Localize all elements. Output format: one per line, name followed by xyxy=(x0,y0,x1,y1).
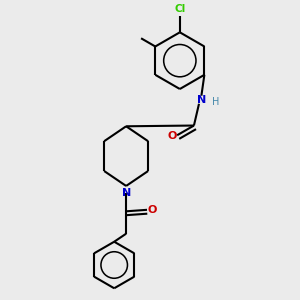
Text: O: O xyxy=(148,205,157,215)
Text: N: N xyxy=(122,188,131,198)
Text: N: N xyxy=(197,95,206,105)
Text: O: O xyxy=(167,131,176,141)
Text: H: H xyxy=(212,97,219,107)
Text: Cl: Cl xyxy=(174,4,185,14)
